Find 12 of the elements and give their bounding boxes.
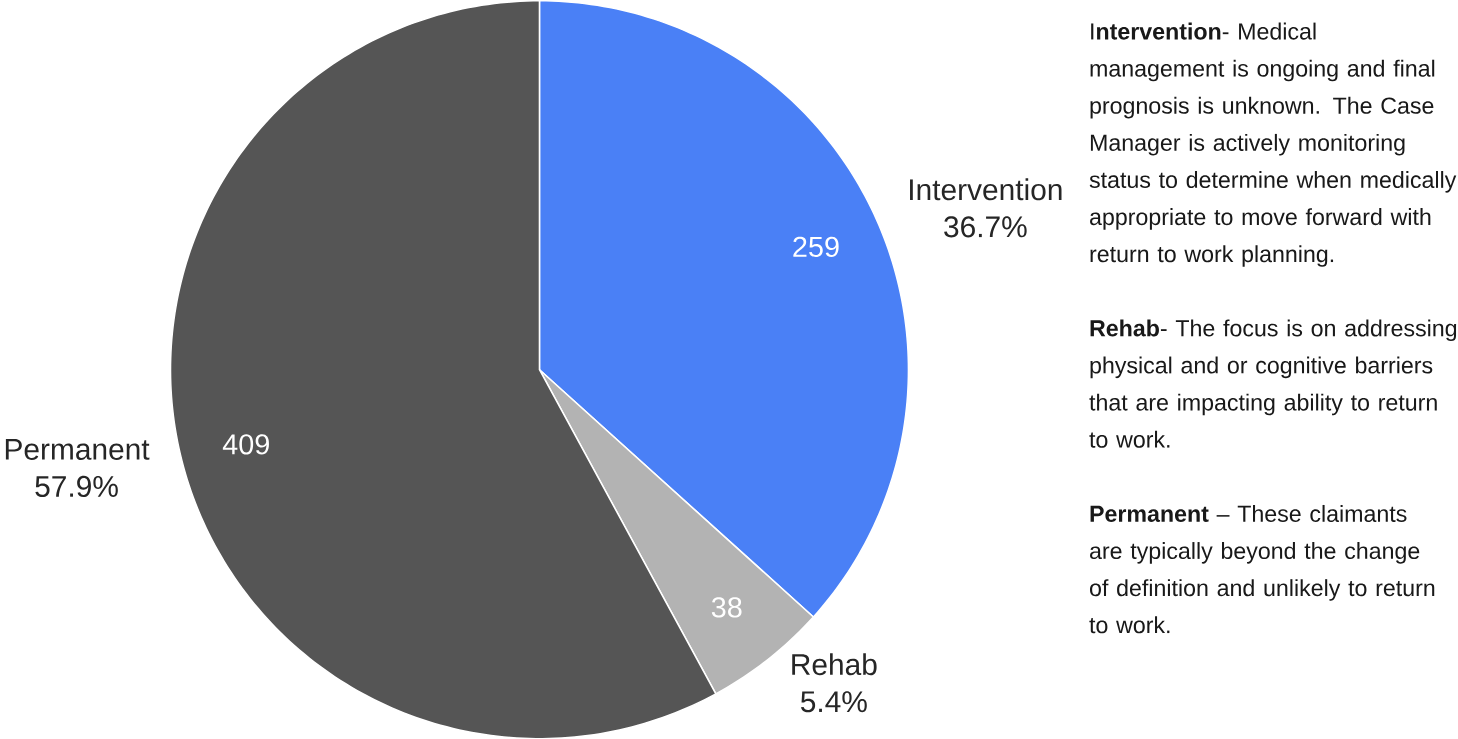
data-label: 409 xyxy=(222,433,269,455)
text: Intervention- Medical management is ongoing and final prognosis is unknown. The Case Manager is actively monitoring status to determine when medically appropriate to move forward with return to work planning. xyxy=(1089,22,1457,267)
text: Permanent – These claimants are typically beyond the change of definition and unlikely to return to work. xyxy=(1089,504,1435,634)
slice-label: Rehab xyxy=(792,652,877,675)
slice-label: Permanent xyxy=(5,438,150,460)
text: Rehab- The focus is on addressing physical and or cognitive barriers that are impacting ability to return to work. xyxy=(1089,319,1457,448)
slice-label: Intervention xyxy=(910,178,1062,201)
text: 36.7% xyxy=(944,216,1027,238)
data-label: 259 xyxy=(793,236,839,257)
data-label: 38 xyxy=(711,596,742,618)
text: 57.9% xyxy=(35,475,118,497)
text: 5.4% xyxy=(800,690,867,713)
